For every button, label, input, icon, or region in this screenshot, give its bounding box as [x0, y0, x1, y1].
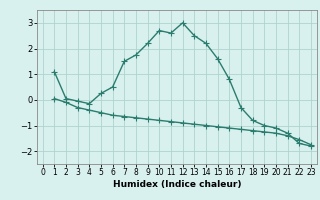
X-axis label: Humidex (Indice chaleur): Humidex (Indice chaleur) [113, 180, 241, 189]
